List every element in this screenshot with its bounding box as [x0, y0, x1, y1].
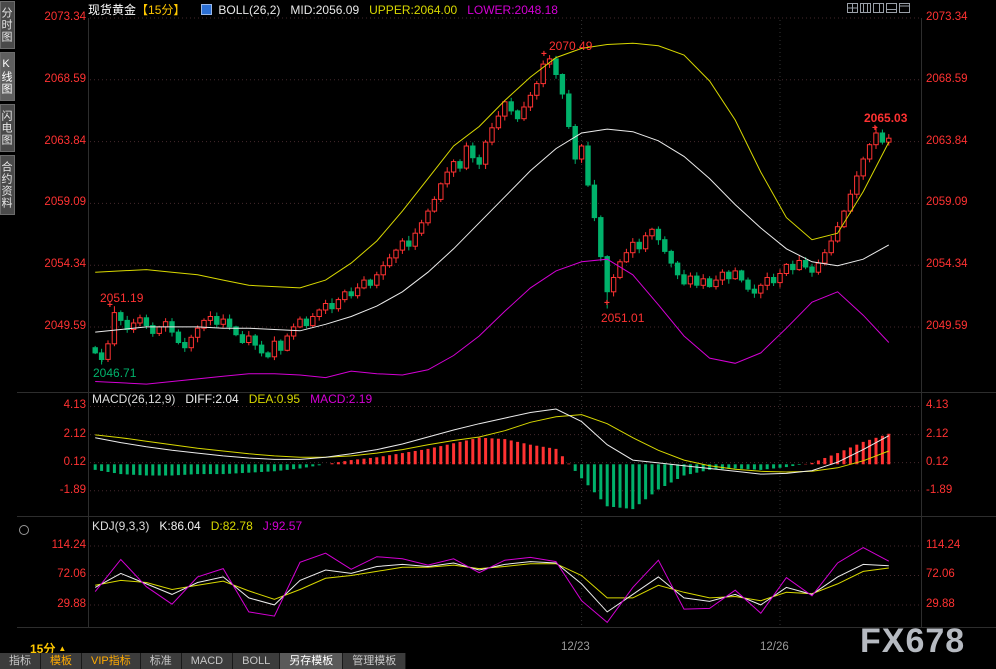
tab-vip-indicators[interactable]: VIP指标 — [82, 653, 141, 669]
window-layout-controls — [847, 3, 910, 13]
main-price-tick: 2059.09 — [44, 196, 86, 208]
bottom-toolbar: 指标 模板 VIP指标 标准 MACD BOLL 另存模板 管理模板 — [0, 653, 407, 669]
main-price-tick: 2068.59 — [926, 73, 968, 85]
macd-tick: 0.12 — [63, 456, 86, 468]
sidebar-item-contract-info[interactable]: 合约资料 — [0, 155, 15, 215]
kdj-tick: 72.06 — [57, 568, 86, 580]
tab-standard[interactable]: 标准 — [140, 653, 182, 669]
main-price-tick: 2054.34 — [926, 258, 968, 270]
macd-macd-value: MACD:2.19 — [310, 392, 373, 406]
indicator-settings-icon[interactable] — [201, 4, 213, 15]
price-marker-icon — [99, 356, 105, 366]
kdj-j-value: J:92.57 — [262, 519, 303, 533]
macd-header: MACD(26,12,9) DIFF:2.04 DEA:0.95 MACD:2.… — [92, 392, 372, 406]
macd-tick: -1.89 — [59, 484, 86, 496]
boll-mid-value: MID:2056.09 — [290, 2, 360, 17]
layout-right-panel-icon[interactable] — [873, 3, 884, 13]
main-price-tick: 2073.34 — [926, 11, 968, 23]
price-marker-icon — [604, 299, 610, 309]
fx678-logo: FX678 — [860, 622, 966, 660]
main-price-tick: 2049.59 — [44, 320, 86, 332]
main-price-tick: 2063.84 — [926, 135, 968, 147]
boll-lower-value: LOWER:2048.18 — [467, 2, 558, 17]
kdj-tick: 72.06 — [926, 568, 955, 580]
kdj-params-label: KDJ(9,3,3) — [92, 519, 150, 533]
kdj-tick: 114.24 — [926, 539, 961, 551]
sidebar-item-lightning-chart[interactable]: 闪电图 — [0, 104, 15, 152]
kdj-tick: 29.88 — [57, 598, 86, 610]
kdj-d-value: D:82.78 — [210, 519, 253, 533]
main-price-tick: 2049.59 — [926, 320, 968, 332]
macd-tick: 4.13 — [926, 399, 949, 411]
tab-indicators[interactable]: 指标 — [0, 653, 41, 669]
price-annotation-peak: 2070.49 — [549, 39, 593, 53]
tab-manage-template[interactable]: 管理模板 — [343, 653, 407, 669]
macd-diff-value: DIFF:2.04 — [185, 392, 239, 406]
tab-save-template[interactable]: 另存模板 — [280, 653, 344, 669]
macd-tick: 2.12 — [926, 428, 949, 440]
price-marker-icon — [541, 50, 547, 60]
macd-dea-value: DEA:0.95 — [248, 392, 301, 406]
boll-upper-value: UPPER:2064.00 — [369, 2, 458, 17]
main-price-tick: 2073.34 — [44, 11, 86, 23]
sidebar-item-kline-chart[interactable]: K线图 — [0, 52, 15, 101]
layout-columns-icon[interactable] — [860, 3, 871, 13]
sidebar-item-time-chart[interactable]: 分时图 — [0, 1, 15, 49]
main-price-tick: 2054.34 — [44, 258, 86, 270]
chart-type-sidebar: 分时图 K线图 闪电图 合约资料 — [0, 1, 17, 215]
price-annotation-trough: 2051.01 — [601, 311, 645, 325]
period-selector[interactable]: 15分 ▲ — [30, 640, 66, 657]
period-value: 15分 — [30, 642, 56, 656]
panel-toggle-icon[interactable] — [19, 525, 29, 535]
layout-quad-icon[interactable] — [847, 3, 858, 13]
main-price-tick: 2063.84 — [44, 135, 86, 147]
period-expand-icon: ▲ — [58, 644, 67, 653]
kdj-tick: 29.88 — [926, 598, 955, 610]
macd-tick: -1.89 — [926, 484, 953, 496]
macd-params-label: MACD(26,12,9) — [92, 392, 176, 406]
price-marker-icon — [107, 301, 113, 311]
main-price-tick: 2059.09 — [926, 196, 968, 208]
kdj-header: KDJ(9,3,3) K:86.04 D:82.78 J:92.57 — [92, 519, 302, 533]
price-annotation-latest-high: 2065.03 — [864, 111, 908, 125]
boll-params-label: BOLL(26,2) — [218, 2, 281, 17]
kdj-tick: 114.24 — [51, 539, 86, 551]
macd-tick: 0.12 — [926, 456, 949, 468]
layout-bottom-panel-icon[interactable] — [886, 3, 897, 13]
x-axis-date: 12/26 — [760, 641, 789, 653]
period-label: 【15分】 — [136, 3, 186, 17]
price-marker-icon — [872, 124, 878, 134]
tab-boll[interactable]: BOLL — [233, 653, 281, 669]
layout-single-icon[interactable] — [899, 3, 910, 13]
kdj-k-value: K:86.04 — [159, 519, 201, 533]
price-annotation-low: 2046.71 — [93, 366, 137, 380]
tab-templates[interactable]: 模板 — [41, 653, 82, 669]
x-axis-date: 12/23 — [561, 641, 590, 653]
macd-tick: 4.13 — [63, 399, 86, 411]
macd-tick: 2.12 — [63, 428, 86, 440]
main-price-tick: 2068.59 — [44, 73, 86, 85]
chart-header: 现货黄金 【15分】 BOLL(26,2) MID:2056.09 UPPER:… — [17, 0, 996, 19]
symbol-title: 现货黄金 — [88, 3, 137, 17]
tab-macd[interactable]: MACD — [181, 653, 234, 669]
